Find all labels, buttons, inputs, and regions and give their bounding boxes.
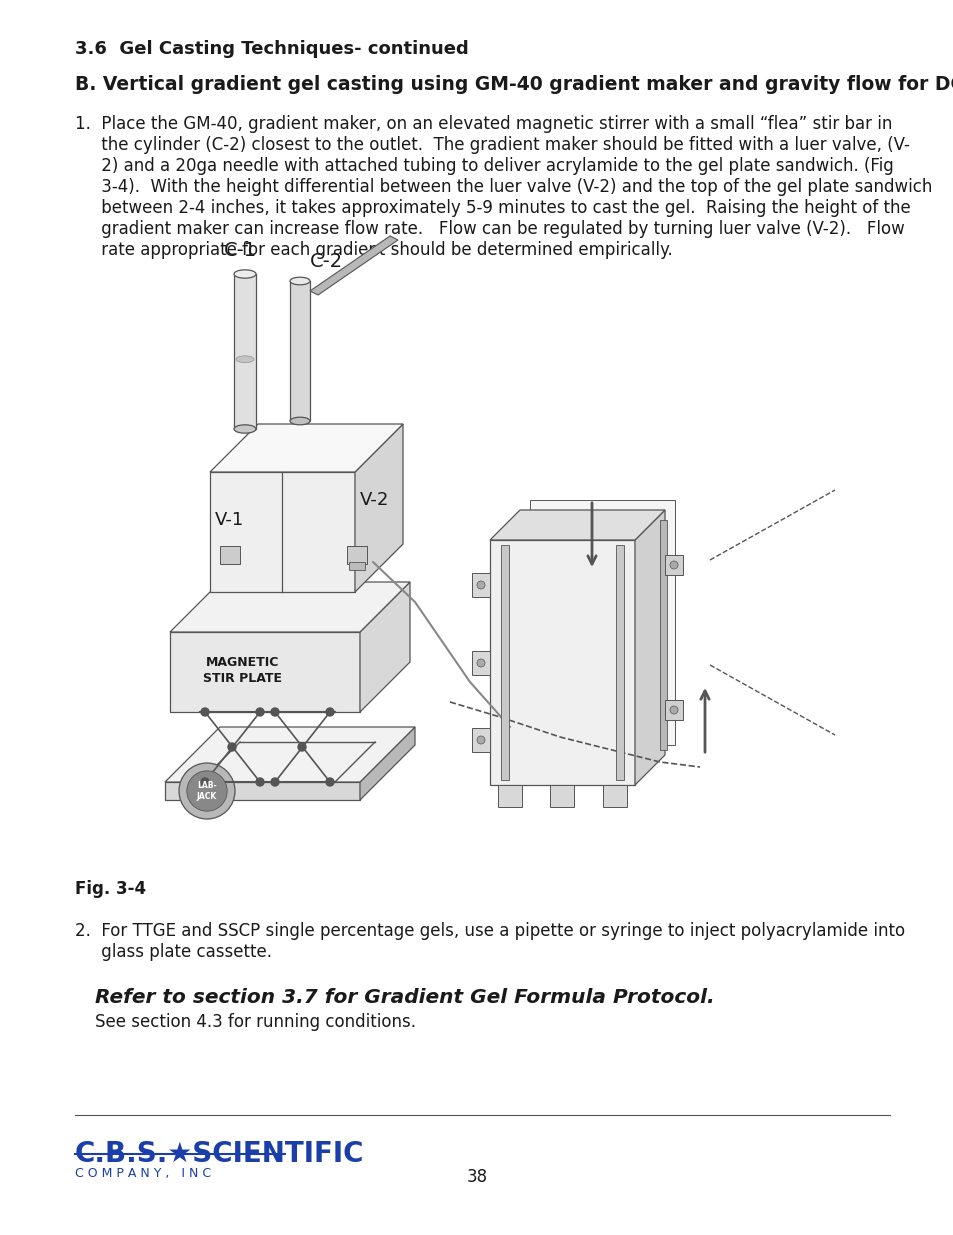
Bar bbox=[500, 545, 509, 781]
Text: 3.6  Gel Casting Techniques- continued: 3.6 Gel Casting Techniques- continued bbox=[75, 40, 468, 58]
Text: Refer to section 3.7 for Gradient Gel Formula Protocol.: Refer to section 3.7 for Gradient Gel Fo… bbox=[95, 988, 714, 1007]
Text: C-1: C-1 bbox=[223, 241, 256, 261]
Bar bbox=[472, 573, 490, 597]
Text: 1.  Place the GM-40, gradient maker, on an elevated magnetic stirrer with a smal: 1. Place the GM-40, gradient maker, on a… bbox=[75, 115, 891, 133]
Bar bbox=[497, 785, 521, 806]
Text: C.B.S.★SCIENTIFIC: C.B.S.★SCIENTIFIC bbox=[75, 1140, 364, 1168]
Polygon shape bbox=[170, 632, 359, 713]
Polygon shape bbox=[635, 510, 664, 785]
Bar bbox=[233, 274, 255, 429]
Bar bbox=[472, 651, 490, 676]
Circle shape bbox=[179, 763, 234, 819]
Circle shape bbox=[255, 708, 264, 716]
Text: B. Vertical gradient gel casting using GM-40 gradient maker and gravity flow for: B. Vertical gradient gel casting using G… bbox=[75, 75, 953, 94]
Ellipse shape bbox=[233, 425, 255, 433]
Text: glass plate cassette.: glass plate cassette. bbox=[75, 944, 272, 961]
Text: 3-4).  With the height differential between the luer valve (V-2) and the top of : 3-4). With the height differential betwe… bbox=[75, 178, 931, 196]
Circle shape bbox=[669, 706, 678, 714]
Circle shape bbox=[271, 778, 278, 785]
Polygon shape bbox=[210, 472, 355, 592]
Circle shape bbox=[326, 708, 334, 716]
Polygon shape bbox=[165, 727, 415, 782]
Bar bbox=[550, 785, 574, 806]
Polygon shape bbox=[530, 500, 675, 745]
Text: 38: 38 bbox=[466, 1168, 487, 1186]
Polygon shape bbox=[490, 540, 635, 785]
Text: the cylinder (C-2) closest to the outlet.  The gradient maker should be fitted w: the cylinder (C-2) closest to the outlet… bbox=[75, 136, 909, 154]
Text: C O M P A N Y ,   I N C: C O M P A N Y , I N C bbox=[75, 1167, 211, 1179]
Text: LAB-
JACK: LAB- JACK bbox=[196, 782, 217, 800]
Circle shape bbox=[187, 771, 227, 811]
Circle shape bbox=[669, 561, 678, 569]
Ellipse shape bbox=[233, 269, 255, 278]
Circle shape bbox=[201, 778, 209, 785]
Bar bbox=[472, 727, 490, 752]
Bar bbox=[616, 545, 623, 781]
Text: gradient maker can increase flow rate.   Flow can be regulated by turning luer v: gradient maker can increase flow rate. F… bbox=[75, 220, 903, 238]
Bar bbox=[347, 546, 367, 564]
Circle shape bbox=[476, 736, 484, 743]
Circle shape bbox=[271, 708, 278, 716]
Polygon shape bbox=[490, 510, 664, 540]
Text: 2) and a 20ga needle with attached tubing to deliver acrylamide to the gel plate: 2) and a 20ga needle with attached tubin… bbox=[75, 157, 893, 175]
Bar bbox=[602, 785, 626, 806]
Polygon shape bbox=[210, 424, 402, 472]
Polygon shape bbox=[359, 582, 410, 713]
Text: rate appropriate for each gradient should be determined empirically.: rate appropriate for each gradient shoul… bbox=[75, 241, 672, 259]
Text: MAGNETIC
STIR PLATE: MAGNETIC STIR PLATE bbox=[202, 656, 281, 685]
Text: between 2-4 inches, it takes approximately 5-9 minutes to cast the gel.  Raising: between 2-4 inches, it takes approximate… bbox=[75, 199, 910, 217]
Bar bbox=[664, 555, 682, 576]
Text: Fig. 3-4: Fig. 3-4 bbox=[75, 881, 146, 898]
Circle shape bbox=[476, 659, 484, 667]
Text: C-2: C-2 bbox=[310, 252, 343, 270]
Polygon shape bbox=[310, 236, 397, 295]
Ellipse shape bbox=[290, 417, 310, 425]
Bar bbox=[220, 546, 240, 564]
Circle shape bbox=[326, 778, 334, 785]
Text: 2.  For TTGE and SSCP single percentage gels, use a pipette or syringe to inject: 2. For TTGE and SSCP single percentage g… bbox=[75, 923, 904, 940]
Ellipse shape bbox=[290, 277, 310, 285]
Bar bbox=[290, 282, 310, 421]
Circle shape bbox=[476, 580, 484, 589]
Circle shape bbox=[201, 708, 209, 716]
Ellipse shape bbox=[235, 356, 253, 363]
Text: V-2: V-2 bbox=[359, 492, 389, 509]
Circle shape bbox=[297, 743, 306, 751]
Polygon shape bbox=[359, 727, 415, 800]
Polygon shape bbox=[170, 582, 410, 632]
Bar bbox=[349, 562, 365, 571]
Circle shape bbox=[228, 743, 235, 751]
Polygon shape bbox=[355, 424, 402, 592]
Bar bbox=[659, 520, 666, 750]
Bar bbox=[664, 700, 682, 720]
Text: V-1: V-1 bbox=[214, 511, 244, 529]
Text: See section 4.3 for running conditions.: See section 4.3 for running conditions. bbox=[95, 1013, 416, 1031]
Polygon shape bbox=[165, 782, 359, 800]
Circle shape bbox=[255, 778, 264, 785]
